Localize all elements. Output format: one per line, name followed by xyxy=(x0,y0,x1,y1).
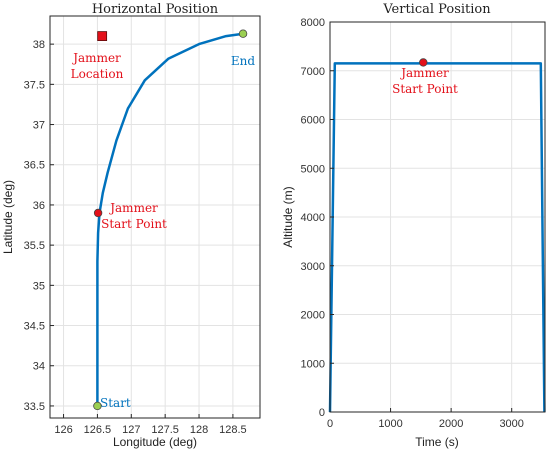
y-tick-label: 37.5 xyxy=(24,79,45,91)
jammer-start-point-marker xyxy=(419,58,428,67)
y-tick-label: 6000 xyxy=(301,115,325,127)
x-tick-label: 126.5 xyxy=(84,424,112,436)
jammer-start-label-line2: Start Point xyxy=(392,82,458,96)
panel-background xyxy=(0,0,275,456)
chart-title: Horizontal Position xyxy=(92,2,219,17)
jammer-location-label-line1: Jammer xyxy=(71,51,121,65)
y-tick-label: 2000 xyxy=(301,310,325,322)
y-tick-label: 37 xyxy=(33,120,45,132)
start-marker xyxy=(93,401,102,411)
x-tick-label: 2000 xyxy=(439,418,463,430)
horizontal-position-panel: 126 126.5 127 127.5 128 128.5 33.5 34 34.5 35 35.5… xyxy=(0,0,275,456)
y-tick-label: 35.5 xyxy=(24,240,45,252)
start-label: Start xyxy=(100,396,131,410)
x-tick-label: 128 xyxy=(190,424,208,436)
y-tick-label: 34 xyxy=(33,361,45,373)
jammer-start-label-line2: Start Point xyxy=(101,217,167,231)
x-tick-label: 1000 xyxy=(378,418,402,430)
markers xyxy=(419,58,428,67)
altitude-line xyxy=(328,62,546,413)
tick-labels: 0 1000 2000 3000 0 1000 2000 3000 4000 5000 6000 70… xyxy=(301,17,524,430)
jammer-location-label-line2: Location xyxy=(71,67,124,81)
x-axis-label: Time (s) xyxy=(415,435,459,449)
y-tick-label: 8000 xyxy=(301,17,325,29)
x-tick-label: 128.5 xyxy=(219,424,247,436)
jammer-start-label-line1: Jammer xyxy=(108,201,158,215)
y-tick-label: 36.5 xyxy=(24,160,45,172)
y-tick-label: 38 xyxy=(33,39,45,51)
jammer-location-marker xyxy=(97,31,108,42)
end-label: End xyxy=(231,54,255,68)
y-tick-label: 1000 xyxy=(301,358,325,370)
x-tick-label: 127.5 xyxy=(151,424,179,436)
y-tick-label: 7000 xyxy=(301,66,325,78)
y-tick-label: 34.5 xyxy=(24,321,45,333)
x-axis-label: Longitude (deg) xyxy=(113,435,197,449)
vertical-position-panel: 0 1000 2000 3000 0 1000 2000 3000 4000 5000 6000 70… xyxy=(281,2,546,449)
y-tick-label: 0 xyxy=(319,407,325,419)
chart-title: Vertical Position xyxy=(382,2,491,17)
tick-labels: 126 126.5 127 127.5 128 128.5 33.5 34 34.5 35 35.5… xyxy=(24,39,247,436)
trajectory-line xyxy=(96,32,244,406)
x-tick-label: 127 xyxy=(122,424,140,436)
jammer-start-point-marker xyxy=(93,208,103,218)
series-line xyxy=(96,32,244,406)
end-marker xyxy=(238,29,248,38)
markers xyxy=(93,29,248,411)
x-tick-label: 126 xyxy=(54,424,72,436)
y-tick-label: 3000 xyxy=(301,261,325,273)
x-tick-label: 3000 xyxy=(499,418,523,430)
x-tick-label: 0 xyxy=(327,418,333,430)
series-line xyxy=(328,62,546,413)
y-axis-label: Latitude (deg) xyxy=(1,180,15,254)
y-tick-label: 5000 xyxy=(301,163,325,175)
plot-frame xyxy=(329,21,546,413)
plot-frame xyxy=(49,15,261,419)
jammer-start-label-line1: Jammer xyxy=(399,66,449,80)
y-tick-label: 35 xyxy=(33,280,45,292)
grid xyxy=(329,21,545,413)
y-tick-label: 36 xyxy=(33,200,45,212)
y-axis-label: Altitude (m) xyxy=(281,186,295,247)
y-tick-label: 4000 xyxy=(301,212,325,224)
y-tick-label: 33.5 xyxy=(24,401,45,413)
